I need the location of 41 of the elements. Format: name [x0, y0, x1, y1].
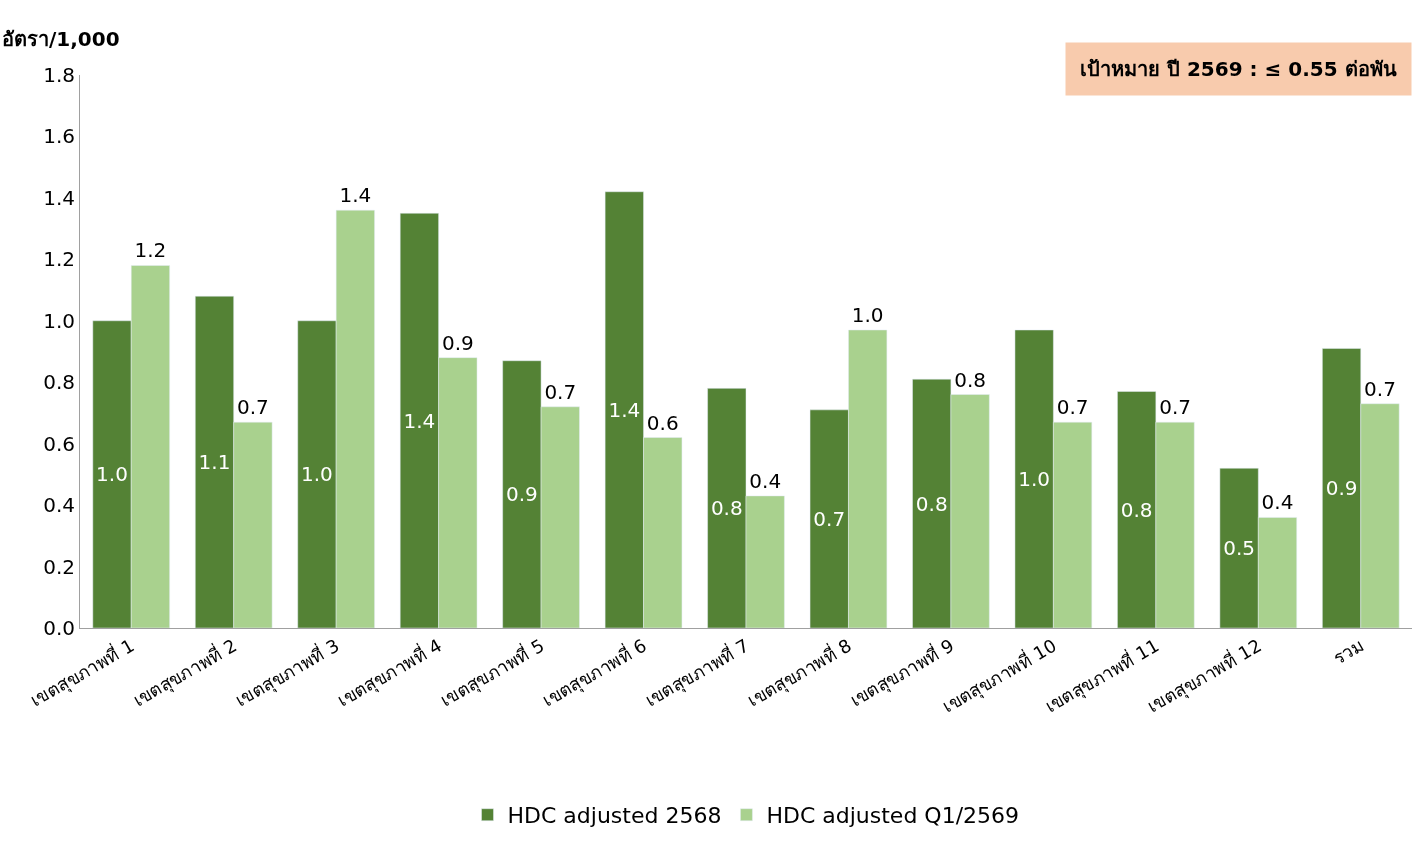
- data-label: 0.9: [441, 330, 474, 355]
- data-label: 1.0: [851, 302, 884, 327]
- annotation: เป้าหมาย ปี 2569 : ≤ 0.55 ต่อพัน: [1080, 57, 1397, 81]
- data-label: 1.0: [96, 462, 128, 487]
- data-label: 1.0: [301, 462, 333, 487]
- y-tick-label: 0.6: [43, 431, 75, 456]
- data-label: 0.7: [1056, 395, 1089, 420]
- data-label: 1.4: [339, 183, 372, 208]
- data-label: 0.8: [1120, 497, 1153, 522]
- y-tick-label: 1.4: [43, 185, 75, 210]
- x-tick-label: รวม: [1329, 634, 1368, 669]
- data-label: 0.5: [1223, 536, 1255, 561]
- data-label: 1.0: [1018, 466, 1051, 491]
- data-label: 0.9: [1325, 476, 1358, 501]
- data-label: 0.4: [749, 468, 782, 493]
- data-label: 0.9: [505, 482, 538, 507]
- data-label: 1.4: [403, 408, 436, 433]
- y-tick-label: 1.6: [43, 124, 75, 149]
- y-axis-title: อัตรา/1,000: [2, 27, 120, 51]
- data-label: 0.7: [544, 379, 577, 404]
- data-label: 0.8: [710, 496, 743, 521]
- y-tick-label: 0.4: [43, 493, 75, 518]
- y-tick-label: 1.2: [43, 247, 75, 272]
- data-label: 1.1: [198, 450, 231, 475]
- y-tick-label: 0.8: [43, 370, 75, 395]
- legend-label: HDC adjusted 2568: [507, 803, 722, 829]
- data-label: 0.7: [237, 395, 269, 420]
- data-label: 0.4: [1261, 490, 1294, 515]
- y-tick-label: 0.2: [43, 554, 75, 579]
- y-tick-label: 1.8: [43, 63, 75, 87]
- data-label: 0.8: [915, 491, 948, 516]
- data-label: 0.7: [1364, 376, 1396, 401]
- data-label: 0.7: [813, 506, 846, 531]
- data-label: 0.6: [646, 410, 679, 435]
- y-tick-label: 1.0: [43, 308, 75, 333]
- data-label: 0.7: [1159, 395, 1191, 420]
- data-label: 0.8: [954, 367, 987, 392]
- data-label: 1.4: [608, 397, 641, 422]
- legend-label: HDC adjusted Q1/2569: [766, 803, 1020, 829]
- data-label: 1.2: [134, 238, 167, 263]
- y-tick-label: 0.0: [43, 616, 75, 640]
